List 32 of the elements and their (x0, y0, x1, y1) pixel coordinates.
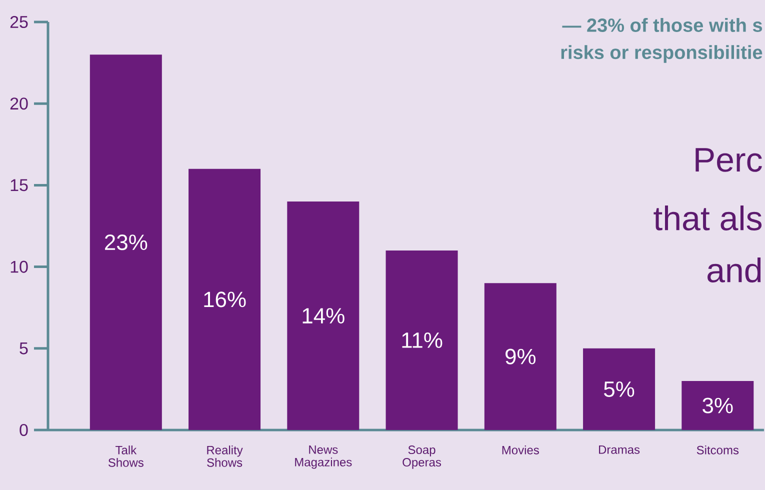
bar (386, 250, 458, 430)
bar (188, 168, 261, 430)
bar (484, 283, 556, 430)
annotation: — 23% of those with s (562, 18, 762, 32)
data-label: 16% (204, 292, 246, 308)
annotation: that als (654, 206, 762, 230)
data-label: 11% (402, 332, 442, 348)
x-tick-label: Movies (502, 446, 539, 454)
y-tick-label: 25 (10, 16, 28, 28)
data-label: 14% (302, 308, 344, 324)
x-tick-label: Talk Shows (108, 446, 144, 467)
x-tick-label: Sitcoms (696, 446, 739, 454)
x-tick-label: Dramas (599, 446, 640, 454)
annotation: risks or responsibilitie (561, 45, 762, 63)
data-label: 23% (105, 234, 148, 250)
data-label: 5% (604, 381, 634, 397)
x-tick-label: Soap Operas (402, 446, 442, 469)
y-tick-label: 10 (10, 260, 28, 273)
x-tick-label: Reality Shows (207, 446, 243, 467)
data-label: 9% (506, 348, 536, 364)
data-label: 3% (702, 398, 733, 414)
bar (682, 381, 754, 430)
annotation: Perc (696, 148, 762, 172)
y-tick-label: 5 (20, 342, 28, 354)
annotation: and (708, 258, 761, 282)
y-tick-label: 20 (10, 98, 28, 110)
y-tick-label: 0 (20, 424, 28, 436)
y-tick-label: 15 (10, 179, 28, 192)
bar (90, 54, 162, 430)
x-tick-label: News Magazines (295, 446, 352, 469)
bar (583, 348, 656, 430)
bar (287, 202, 360, 430)
